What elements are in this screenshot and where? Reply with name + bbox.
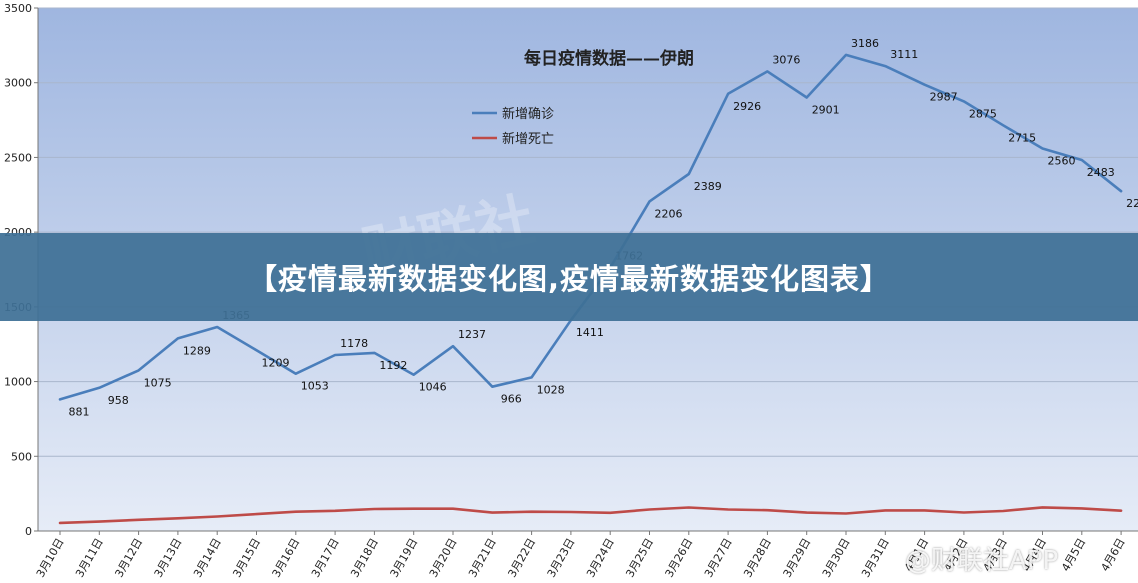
x-tick-label: 3月23日 [545,536,578,580]
data-label: 1046 [419,381,447,394]
x-tick-label: 3月21日 [466,536,499,580]
y-tick-label: 3000 [4,77,32,90]
x-tick-label: 4月6日 [1098,536,1127,574]
data-label: 881 [69,405,90,418]
data-label: 2389 [694,180,722,193]
x-tick-label: 3月11日 [73,536,106,580]
data-label: 1178 [340,337,368,350]
x-tick-label: 3月18日 [348,536,381,580]
data-label: 3076 [772,53,800,66]
data-label: 1192 [379,359,407,372]
data-label: 2483 [1087,166,1115,179]
x-tick-label: 3月12日 [112,536,145,580]
x-tick-label: 3月31日 [859,536,892,580]
data-label: 966 [501,393,522,406]
x-tick-label: 3月14日 [191,536,224,580]
x-tick-label: 3月26日 [663,536,696,580]
legend-label: 新增确诊 [502,106,554,122]
y-tick-label: 0 [25,525,32,538]
watermark-app: @财联社APP [905,546,1059,576]
x-tick-label: 3月22日 [505,536,538,580]
data-label: 1053 [301,380,329,393]
data-label: 2206 [655,207,683,220]
data-label: 1075 [144,376,172,389]
x-tick-label: 3月24日 [584,536,617,580]
x-tick-label: 3月16日 [270,536,303,580]
data-label: 2987 [930,91,958,104]
y-tick-label: 3500 [4,2,32,15]
x-tick-label: 3月29日 [781,536,814,580]
x-tick-label: 3月15日 [230,536,263,580]
data-label: 2875 [969,107,997,120]
data-label: 2901 [812,104,840,117]
x-tick-label: 3月30日 [820,536,853,580]
data-label: 2560 [1048,154,1076,167]
data-label: 1209 [262,356,290,369]
x-tick-label: 3月25日 [623,536,656,580]
series-line [58,506,1123,525]
banner-title: 【疫情最新数据变化图,疫情最新数据变化图表】 [247,262,891,296]
x-tick-label: 3月19日 [388,536,421,580]
x-tick-label: 3月28日 [741,536,774,580]
data-label: 2715 [1008,131,1036,144]
x-tick-label: 3月17日 [309,536,342,580]
y-tick-label: 1000 [4,376,32,389]
x-tick-label: 3月20日 [427,536,460,580]
chart-title: 每日疫情数据——伊朗 [524,48,694,69]
title-banner: 【疫情最新数据变化图,疫情最新数据变化图表】 [0,233,1138,321]
data-label: 3186 [851,37,879,50]
data-label: 2926 [733,100,761,113]
y-tick-label: 500 [11,450,32,463]
x-tick-label: 3月27日 [702,536,735,580]
data-label: 2274 [1126,197,1138,210]
x-tick-label: 3月13日 [152,536,185,580]
data-label: 3111 [890,48,918,61]
data-label: 1028 [537,383,565,396]
data-label: 958 [108,394,129,407]
x-tick-label: 4月5日 [1059,536,1088,574]
legend-label: 新增死亡 [502,131,554,147]
x-tick-label: 3月10日 [34,536,67,580]
data-label: 1411 [576,326,604,339]
data-label: 1289 [183,344,211,357]
y-tick-label: 2500 [4,151,32,164]
data-label: 1237 [458,328,486,341]
